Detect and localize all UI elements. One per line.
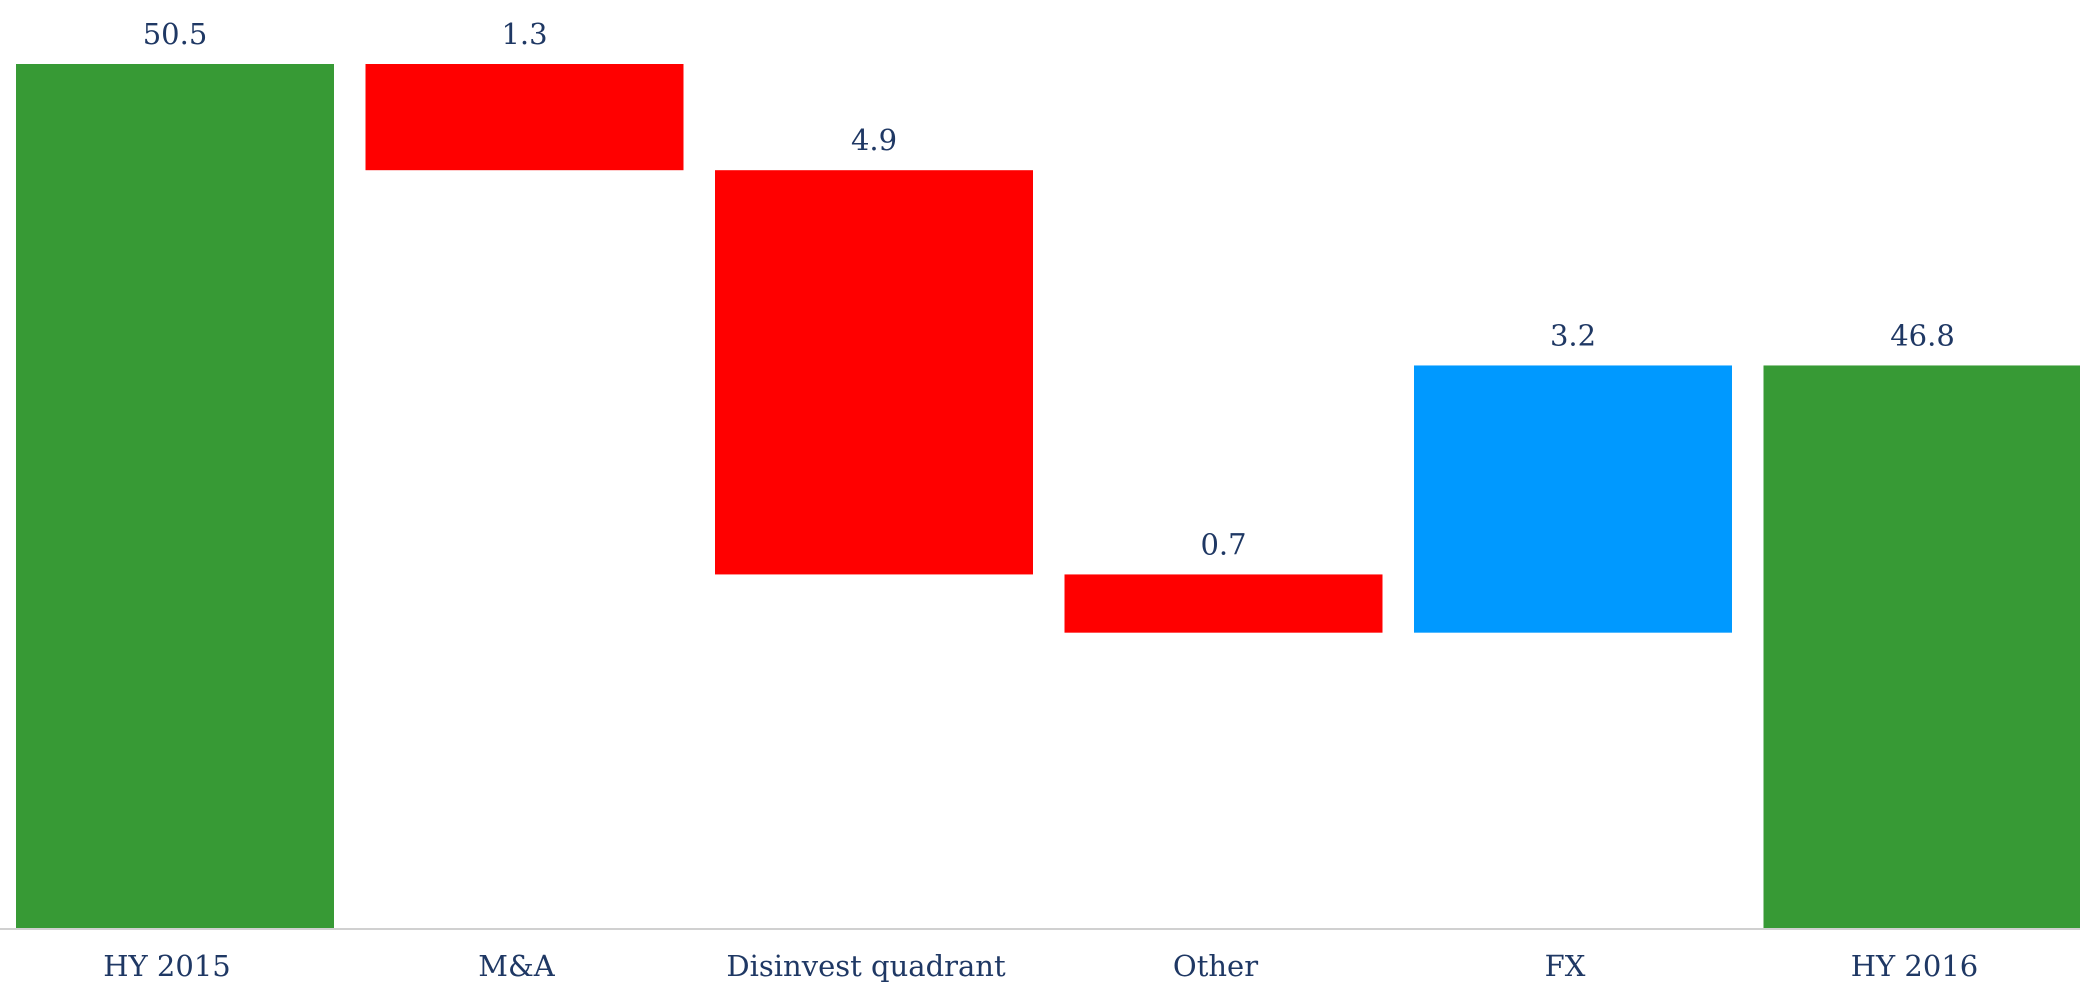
category-label-fx: FX: [1545, 949, 1586, 983]
bar-hy-2015: [16, 64, 334, 929]
category-label-disinvest-quadrant: Disinvest quadrant: [726, 949, 1006, 983]
data-label-hy-2015: 50.5: [143, 17, 208, 51]
data-label-manda: 1.3: [501, 17, 547, 51]
data-label-disinvest-quadrant: 4.9: [851, 123, 897, 157]
data-label-other: 0.7: [1200, 527, 1246, 561]
bar-fx: [1414, 365, 1732, 633]
data-label-hy-2016: 46.8: [1890, 318, 1955, 352]
bar-manda: [365, 64, 684, 171]
category-label-other: Other: [1173, 949, 1258, 983]
bars-layer: [16, 64, 2080, 929]
bar-disinvest-quadrant: [715, 170, 1033, 575]
category-label-hy-2016: HY 2016: [1851, 949, 1978, 983]
data-label-fx: 3.2: [1550, 318, 1596, 352]
category-labels-layer: HY 2015 M&A Disinvest quadrant Other FX HY 20…: [103, 949, 1978, 983]
category-label-hy-2015: HY 2015: [103, 949, 230, 983]
category-label-manda: M&A: [478, 949, 556, 983]
bar-hy-2016: [1763, 365, 2080, 929]
bar-other: [1064, 574, 1383, 633]
data-labels-layer: 50.5 1.3 4.9 0.7 3.2 46.8: [143, 17, 1955, 561]
